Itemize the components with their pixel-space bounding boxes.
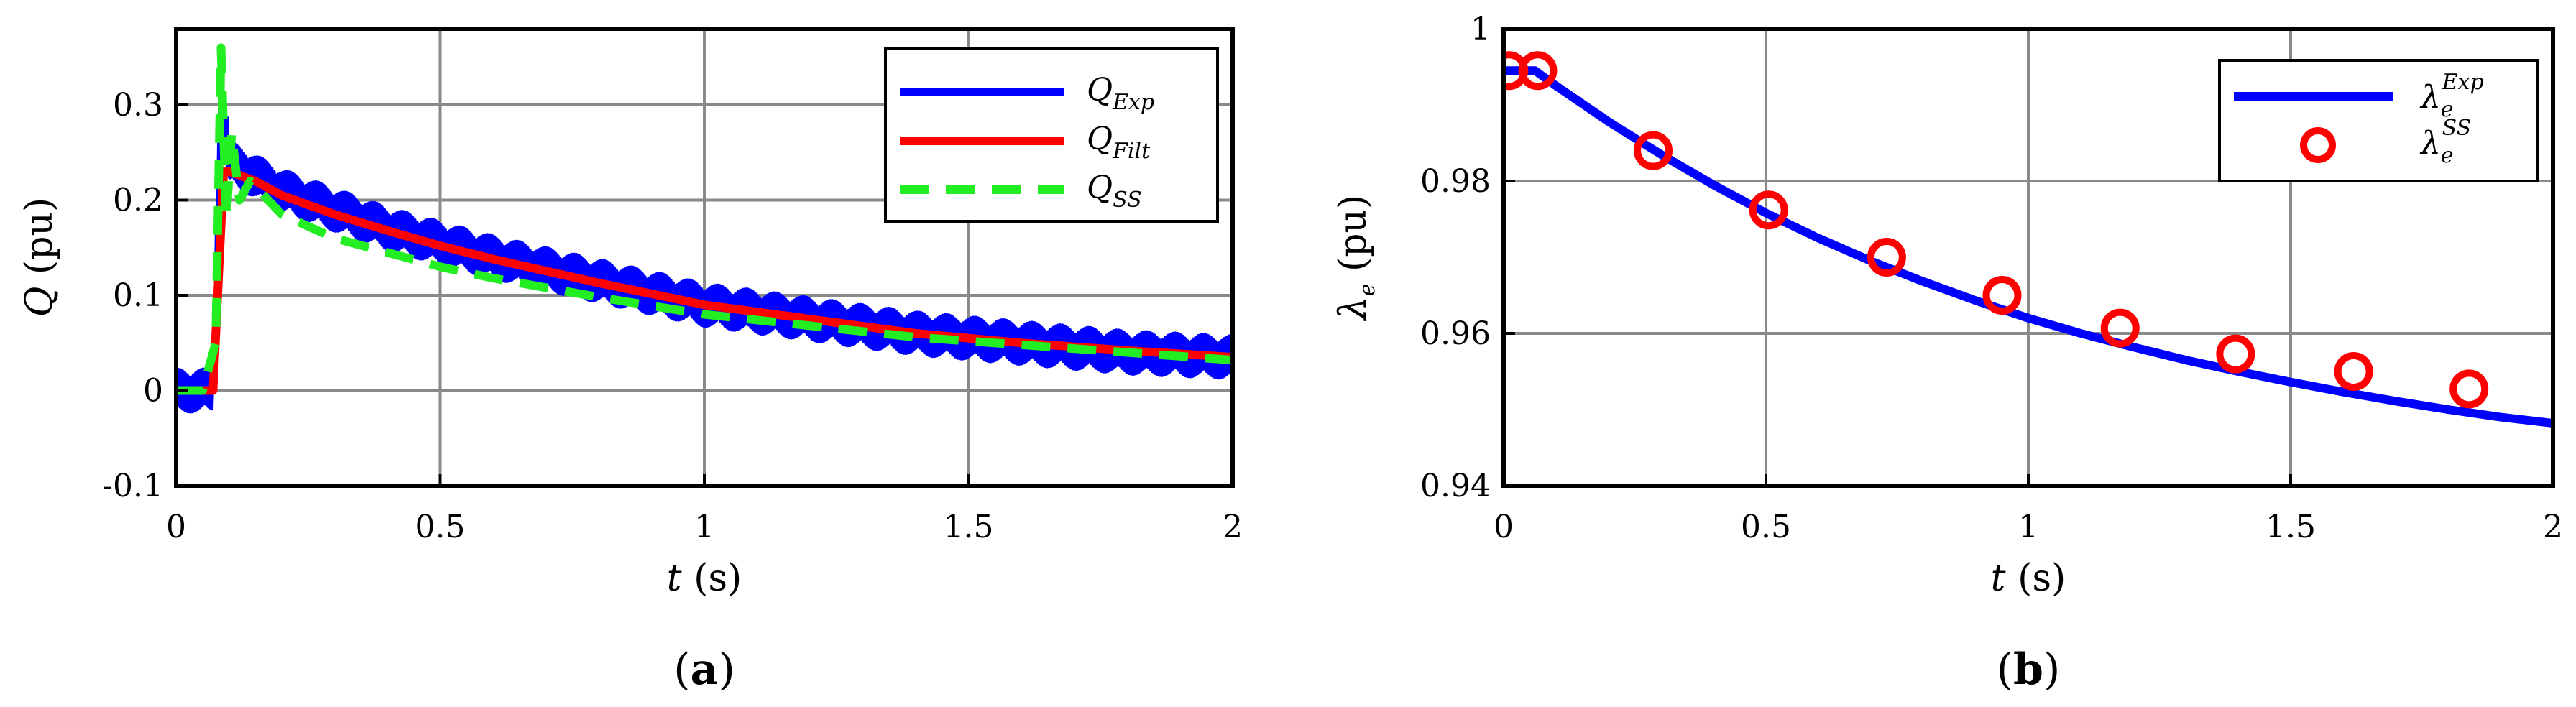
chart-a-y-tick-label: 0.2 [113,182,163,219]
chart-a-x-tick-label: 1 [694,509,714,545]
chart-b-x-ticks: 0 0.5 1 1.5 2 [1494,474,2563,545]
chart-a-x-tick-label: 0.5 [415,509,466,545]
legend-swatch-lambda-ss [2300,127,2336,163]
chart-b-panel-label: (b) [1997,644,2061,695]
chart-b-series-lambda-e-ss-point [1518,51,1558,91]
chart-a-legend: QExp QFilt QSS [884,47,1219,223]
chart-a-x-axis-label: t (s) [667,557,742,600]
chart-a-y-tick-label: 0 [143,373,163,410]
chart-a-y-tick-label: -0.1 [102,468,163,504]
chart-b-series-lambda-e-ss-point [1982,276,2022,315]
legend-label-q-filt: QFilt [1087,121,1151,164]
legend-label-lambda-ss: λeSS [2419,116,2471,168]
chart-b-y-tick-label: 0.94 [1420,468,1491,504]
chart-a-x-ticks: 0 0.5 1 1.5 2 [166,474,1243,545]
chart-b-series-lambda-e-ss-point [2334,352,2373,391]
chart-b: 0 0.5 1 1.5 2 0.94 0.96 0.98 1 t (s) λe (pu) λe… [1332,11,2563,695]
chart-a-series-q-ss-line [176,43,1233,395]
chart-a-y-axis-label: Q (pu) [18,198,61,318]
chart-a-x-tick-label: 2 [1223,509,1243,545]
chart-b-series [1504,51,2553,428]
chart-a-y-tick-label: 0.1 [113,277,163,314]
chart-b-series-lambda-e-ss-point [1634,131,1673,170]
chart-b-x-tick-label: 1.5 [2266,509,2316,545]
chart-a-series-q-exp-line [176,69,1233,414]
chart-b-x-tick-label: 1 [2018,509,2038,545]
chart-b-legend-box [2218,59,2539,182]
chart-a-legend-box [884,47,1219,223]
chart-b-x-axis-label: t (s) [1991,557,2066,600]
legend-label-q-ss: QSS [1087,170,1142,213]
chart-b-series-lambda-e-ss-point [2450,369,2489,409]
chart-b-series-lambda-e-ss-point [1749,190,1788,230]
chart-b-x-tick-label: 0.5 [1741,509,1791,545]
chart-b-y-ticks: 0.94 0.96 0.98 1 [1420,11,1515,504]
chart-a-x-tick-label: 1.5 [944,509,994,545]
chart-b-y-tick-label: 0.96 [1420,315,1491,352]
chart-b-legend: λeExp λeSS [2218,59,2539,182]
chart-b-x-tick-label: 2 [2543,509,2563,545]
chart-a-series [176,43,1233,414]
chart-a-x-tick-label: 0 [166,509,186,545]
chart-b-series-lambda-e-ss-point [2100,308,2140,348]
legend-label-lambda-exp: λeExp [2419,70,2484,122]
chart-a-y-tick-label: 0.3 [113,87,163,124]
chart-b-y-tick-label: 1 [1471,11,1491,47]
chart-b-y-axis-label: λe (pu) [1332,195,1380,322]
legend-label-q-exp: QExp [1087,72,1154,115]
chart-b-x-tick-label: 0 [1494,509,1514,545]
chart-b-y-tick-label: 0.98 [1420,163,1491,200]
chart-b-series-lambda-e-ss-point [1867,238,1906,277]
chart-a-y-ticks: -0.1 0 0.1 0.2 0.3 [102,87,188,504]
chart-a: 0 0.5 1 1.5 2 -0.100.10.20.3 t (s) Q (pu) QE… [18,27,1243,695]
chart-a-panel-label: (a) [673,644,735,695]
chart-b-series-lambda-e-ss-point [2216,334,2255,374]
